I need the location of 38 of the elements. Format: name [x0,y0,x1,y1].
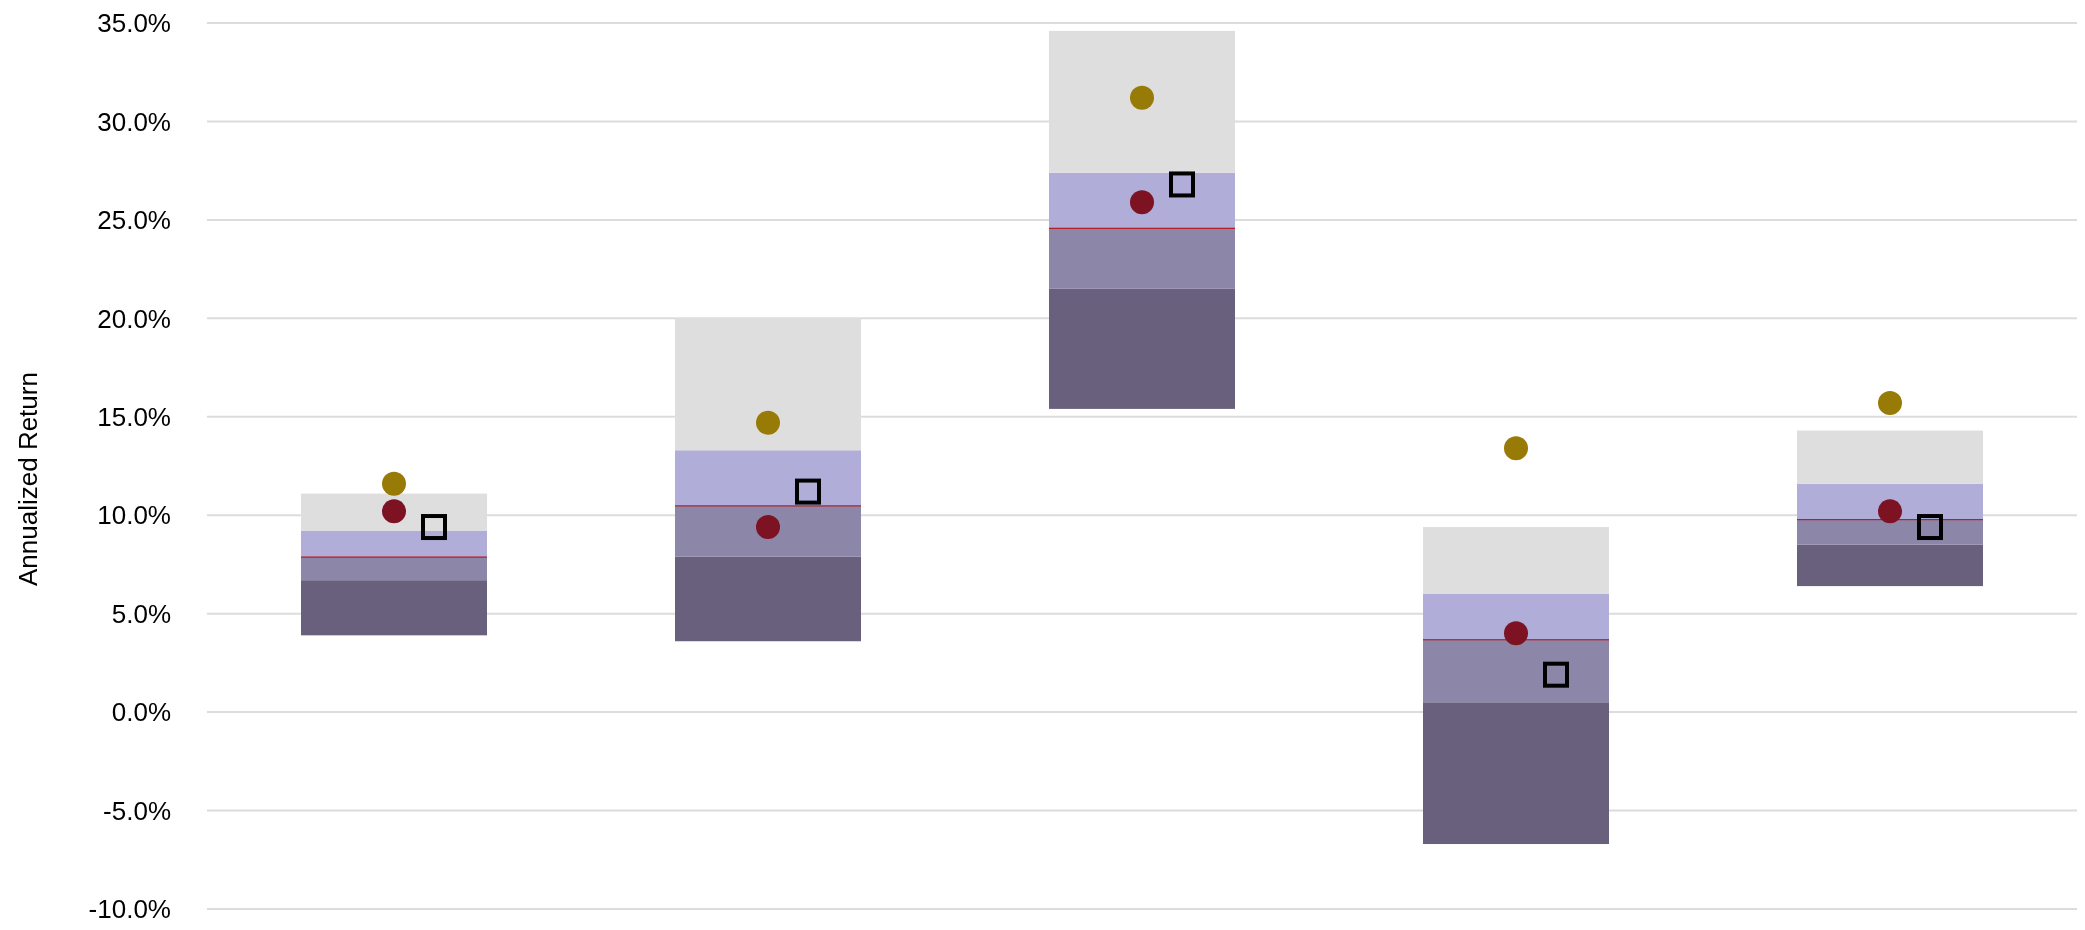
y-tick-label: 10.0% [97,500,171,531]
y-tick-label: 30.0% [97,106,171,137]
bar [1797,519,1983,545]
bar [301,556,487,581]
bar [1423,702,1609,845]
bar [1049,172,1235,228]
point [756,410,780,435]
bar [1423,527,1609,594]
y-tick-label: 5.0% [111,598,171,629]
y-tick-label: 15.0% [97,402,171,433]
point [382,471,406,496]
point [756,515,780,540]
y-tick-label: 35.0% [97,8,171,39]
point [1504,436,1528,461]
point [1878,499,1902,524]
point [382,499,406,524]
y-tick-label: -10.0% [88,894,171,925]
bar [1049,227,1235,289]
bar [675,505,861,557]
bar [1423,639,1609,703]
y-tick-label: 0.0% [111,697,171,728]
bar [1797,483,1983,520]
y-axis-title: Annualized Return [13,372,44,586]
bar [1797,544,1983,587]
bar [301,580,487,636]
point [1878,391,1902,415]
bar [1423,593,1609,640]
point [1504,621,1528,646]
point [1130,190,1154,215]
bar [1797,430,1983,484]
y-tick-label: 25.0% [97,205,171,236]
bar [1049,288,1235,409]
y-tick-label: -5.0% [103,795,171,826]
bar [675,556,861,642]
bar [301,530,487,557]
bar [675,450,861,506]
y-tick-label: 20.0% [97,303,171,334]
point [1130,85,1154,110]
